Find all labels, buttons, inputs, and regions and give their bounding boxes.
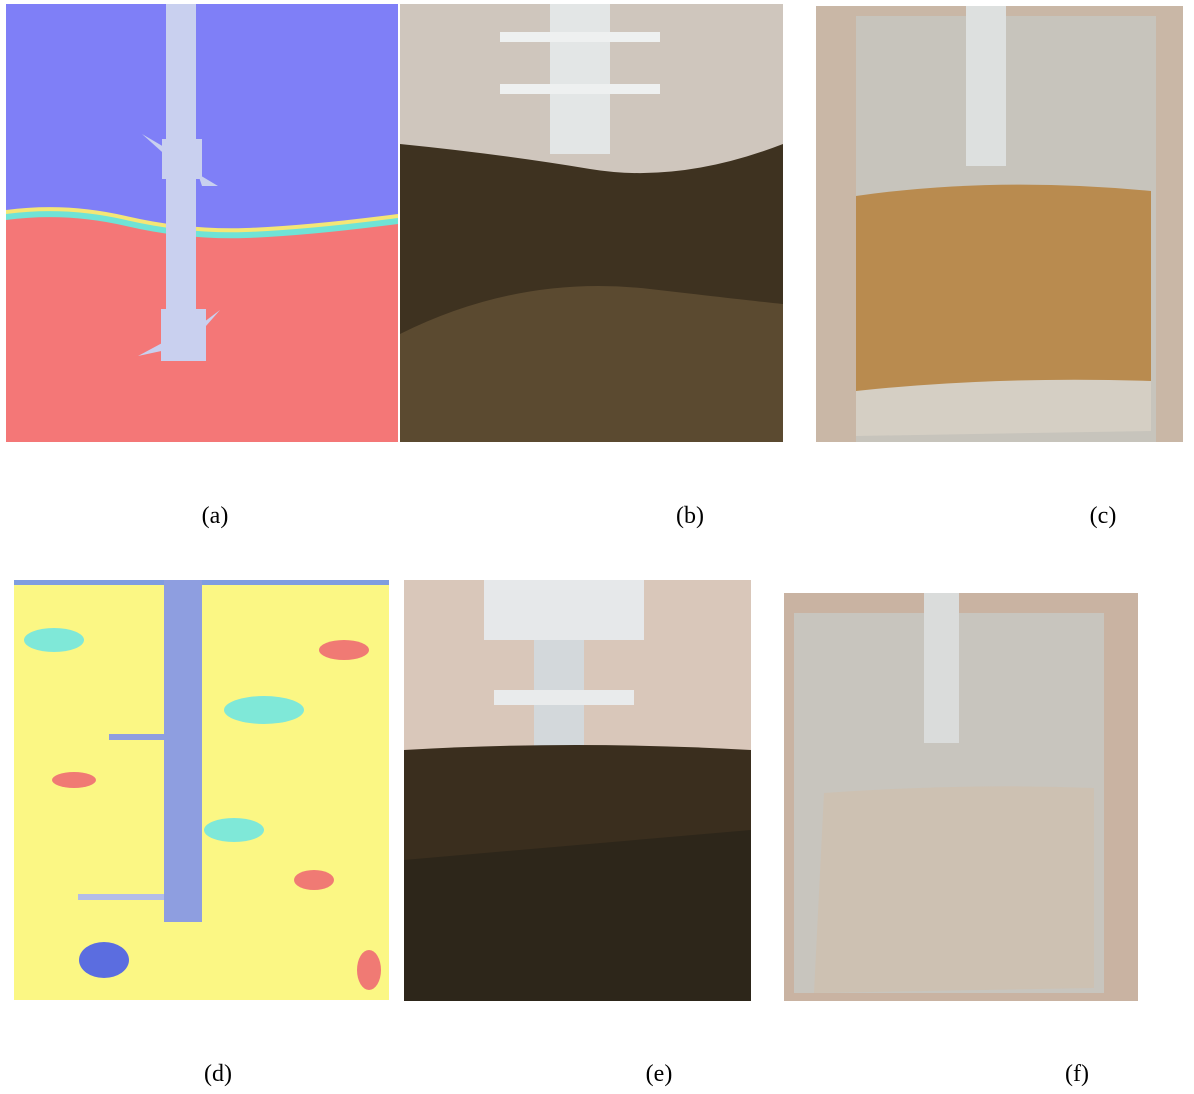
- panel-f-image: [784, 593, 1138, 1001]
- caption-f: (f): [1065, 1062, 1089, 1086]
- caption-b: (b): [676, 504, 704, 528]
- caption-e: (e): [646, 1062, 673, 1086]
- caption-c: (c): [1090, 504, 1117, 528]
- panel-e-image: [404, 580, 751, 1001]
- caption-a: (a): [202, 504, 229, 528]
- panel-b-image: [400, 4, 783, 442]
- panel-a-image: [6, 4, 398, 442]
- figure: (a) (b) (c) (d) (e) (f): [0, 0, 1194, 1094]
- caption-d: (d): [204, 1062, 232, 1086]
- panel-c-image: [816, 6, 1183, 442]
- panel-d-image: [14, 580, 389, 1000]
